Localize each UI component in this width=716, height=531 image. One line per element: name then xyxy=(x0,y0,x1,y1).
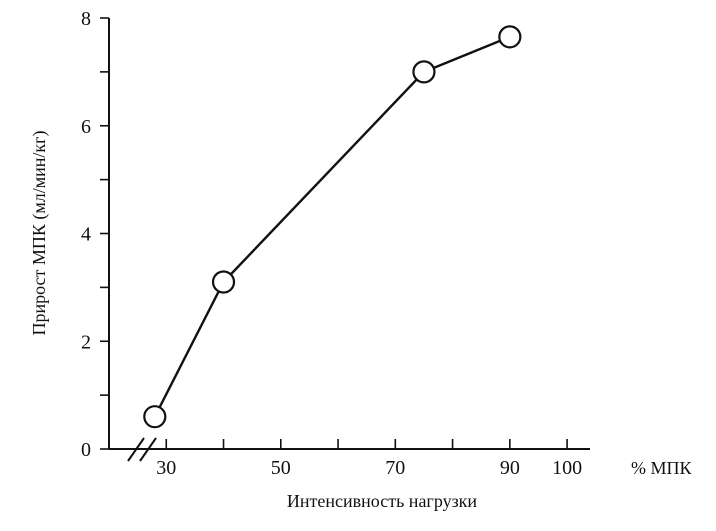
x-tick-label: 100 xyxy=(552,457,582,479)
y-tick-label: 2 xyxy=(81,331,91,353)
x-axis-break-marks xyxy=(127,437,157,462)
data-point xyxy=(211,270,236,294)
x-axis: 30 50 70 90 100 xyxy=(109,437,590,479)
x-axis-title: Интенсивность нагрузки xyxy=(287,491,478,511)
x-unit-label: % МПК xyxy=(631,458,692,478)
y-axis: 0 2 4 6 8 xyxy=(81,8,110,461)
data-point xyxy=(143,405,167,429)
data-point xyxy=(498,25,522,49)
y-tick-label: 0 xyxy=(81,439,91,461)
data-point xyxy=(412,60,436,84)
x-tick-label: 70 xyxy=(385,457,405,479)
y-tick-label: 8 xyxy=(81,8,91,30)
series-layer xyxy=(143,25,522,429)
x-tick-label: 30 xyxy=(156,457,176,479)
y-tick-label: 6 xyxy=(81,116,91,138)
x-tick-label: 50 xyxy=(271,457,291,479)
series-line xyxy=(153,35,511,418)
y-axis-title: Прирост МПК (мл/мин/кг) xyxy=(29,130,50,335)
y-tick-label: 4 xyxy=(81,224,91,246)
x-tick-label: 90 xyxy=(500,457,520,479)
